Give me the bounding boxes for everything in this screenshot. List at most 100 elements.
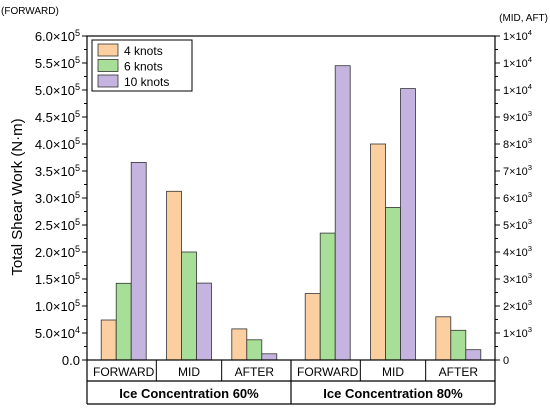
plot-area: 0.05.0×1041.0×1051.5×1052.0×1052.5×1053.… [35,28,533,368]
left-tick-label-base: 1.0×10 [35,299,75,314]
left-tick-label-exp: 5 [75,271,80,281]
bar-6-knots-5 [450,329,467,361]
bar-4-knots-3 [304,293,321,361]
left-tick-label: 0.0 [62,353,80,368]
left-tick-label-base: 3.0×10 [35,191,75,206]
group-label: Ice Concentration 60% [119,386,259,401]
bar-10-knots-2 [261,353,278,361]
left-tick-label: 4.0×105 [35,136,80,152]
right-tick-label-exp: 3 [528,136,532,145]
category-label: MID [178,365,200,379]
left-tick-label: 2.0×105 [35,244,80,260]
category-label: AFTER [439,365,479,379]
right-tick-label-base: 6×10 [503,193,528,205]
right-tick-label-base: 1×10 [503,85,528,97]
right-tick-label: 1×103 [503,325,532,340]
right-tick-label: 8×103 [503,136,532,151]
bar-10-knots-0 [130,161,147,361]
right-tick-label: 7×103 [503,163,532,178]
right-tick-label: 3×103 [503,271,532,286]
bar-6-knots-4 [385,206,401,361]
group-label: Ice Concentration 80% [323,386,463,401]
left-tick-label-base: 4.0×10 [35,137,75,152]
bar-10-knots-1 [196,282,212,361]
x-axis: FORWARD MID AFTER Ice Concentration 60% FORW… [86,360,496,405]
legend-label: 4 knots [124,44,163,58]
right-tick-label-base: 1×10 [503,58,528,70]
right-tick-label-exp: 3 [528,271,532,280]
bar-4-knots-1 [166,190,182,361]
right-tick-label: 6×103 [503,190,532,205]
left-tick-label: 1.0×105 [35,298,80,314]
category-label: FORWARD [93,365,155,379]
right-tick-label: 9×103 [503,109,532,124]
left-axis-caption: (FORWARD) [1,6,59,17]
left-tick-label-exp: 5 [75,298,80,308]
legend-swatch-4-knots [97,43,119,57]
left-tick-label-base: 5.5×10 [35,56,75,71]
right-tick-label-base: 8×10 [503,139,528,151]
left-tick-label-exp: 5 [75,82,80,92]
y-axis-title: Total Shear Work (N·m) [9,118,26,275]
left-tick-label-base: 5.0×10 [35,83,75,98]
left-tick-label: 3.0×105 [35,190,80,206]
left-tick-label: 6.0×105 [35,28,80,44]
right-tick-label: 1×104 [503,55,533,70]
right-tick-label-exp: 3 [528,217,532,226]
category-label: AFTER [235,365,275,379]
right-tick-label-exp: 4 [528,55,533,64]
right-tick-label-exp: 3 [528,298,532,307]
right-tick-label-base: 5×10 [503,220,528,232]
bar-4-knots-0 [100,319,117,361]
left-tick-label-exp: 4 [75,325,80,335]
left-tick-label: 1.5×105 [35,271,80,287]
right-tick-label: 1×104 [503,28,533,43]
right-tick-label-exp: 3 [528,325,532,334]
right-tick-label-exp: 3 [528,190,532,199]
right-tick-label-base: 3×10 [503,274,528,286]
left-tick-label-exp: 5 [75,136,80,146]
right-tick-label-exp: 4 [528,82,533,91]
right-tick-label-base: 9×10 [503,112,528,124]
legend-swatch-10-knots [97,74,119,88]
right-tick-label: 0 [503,355,509,367]
legend-swatch-6-knots [97,59,119,72]
left-tick-label: 5.5×105 [35,55,80,71]
left-tick-label: 2.5×105 [35,217,80,233]
left-tick-label-base: 4.5×10 [35,110,75,125]
left-tick-label-base: 1.5×10 [35,272,75,287]
right-tick-label-exp: 4 [528,28,533,37]
bar-10-knots-3 [334,65,351,361]
left-tick-label-exp: 5 [75,244,80,254]
left-tick-label-exp: 5 [75,217,80,227]
left-tick-label-base: 5.0×10 [35,326,75,341]
left-tick-label-base: 2.0×10 [35,245,75,260]
bar-10-knots-5 [465,349,482,361]
left-tick-label: 3.5×105 [35,163,80,179]
legend-label: 6 knots [124,60,163,74]
right-axis-caption: (MID, AFT) [499,13,548,24]
left-tick-label-exp: 5 [75,28,80,38]
right-tick-label: 2×103 [503,298,532,313]
left-tick-label-base: 0.0 [62,353,80,368]
bar-6-knots-0 [115,282,132,361]
bar-6-knots-3 [319,232,336,361]
left-tick-label-exp: 5 [75,190,80,200]
right-tick-label-exp: 3 [528,244,532,253]
right-tick-label: 4×103 [503,244,532,259]
right-tick-label-exp: 3 [528,109,532,118]
left-tick-label-exp: 5 [75,55,80,65]
bar-6-knots-2 [246,339,263,361]
right-tick-label-exp: 3 [528,163,532,172]
category-label: MID [382,365,404,379]
left-tick-label-base: 3.5×10 [35,164,75,179]
left-tick-label-exp: 5 [75,163,80,173]
left-tick-label-base: 2.5×10 [35,218,75,233]
right-tick-label-base: 1×10 [503,31,528,43]
bar-6-knots-1 [181,251,197,361]
left-tick-label-base: 6.0×10 [35,29,75,44]
right-tick-label-base: 2×10 [503,301,528,313]
right-tick-label-base: 1×10 [503,328,528,340]
